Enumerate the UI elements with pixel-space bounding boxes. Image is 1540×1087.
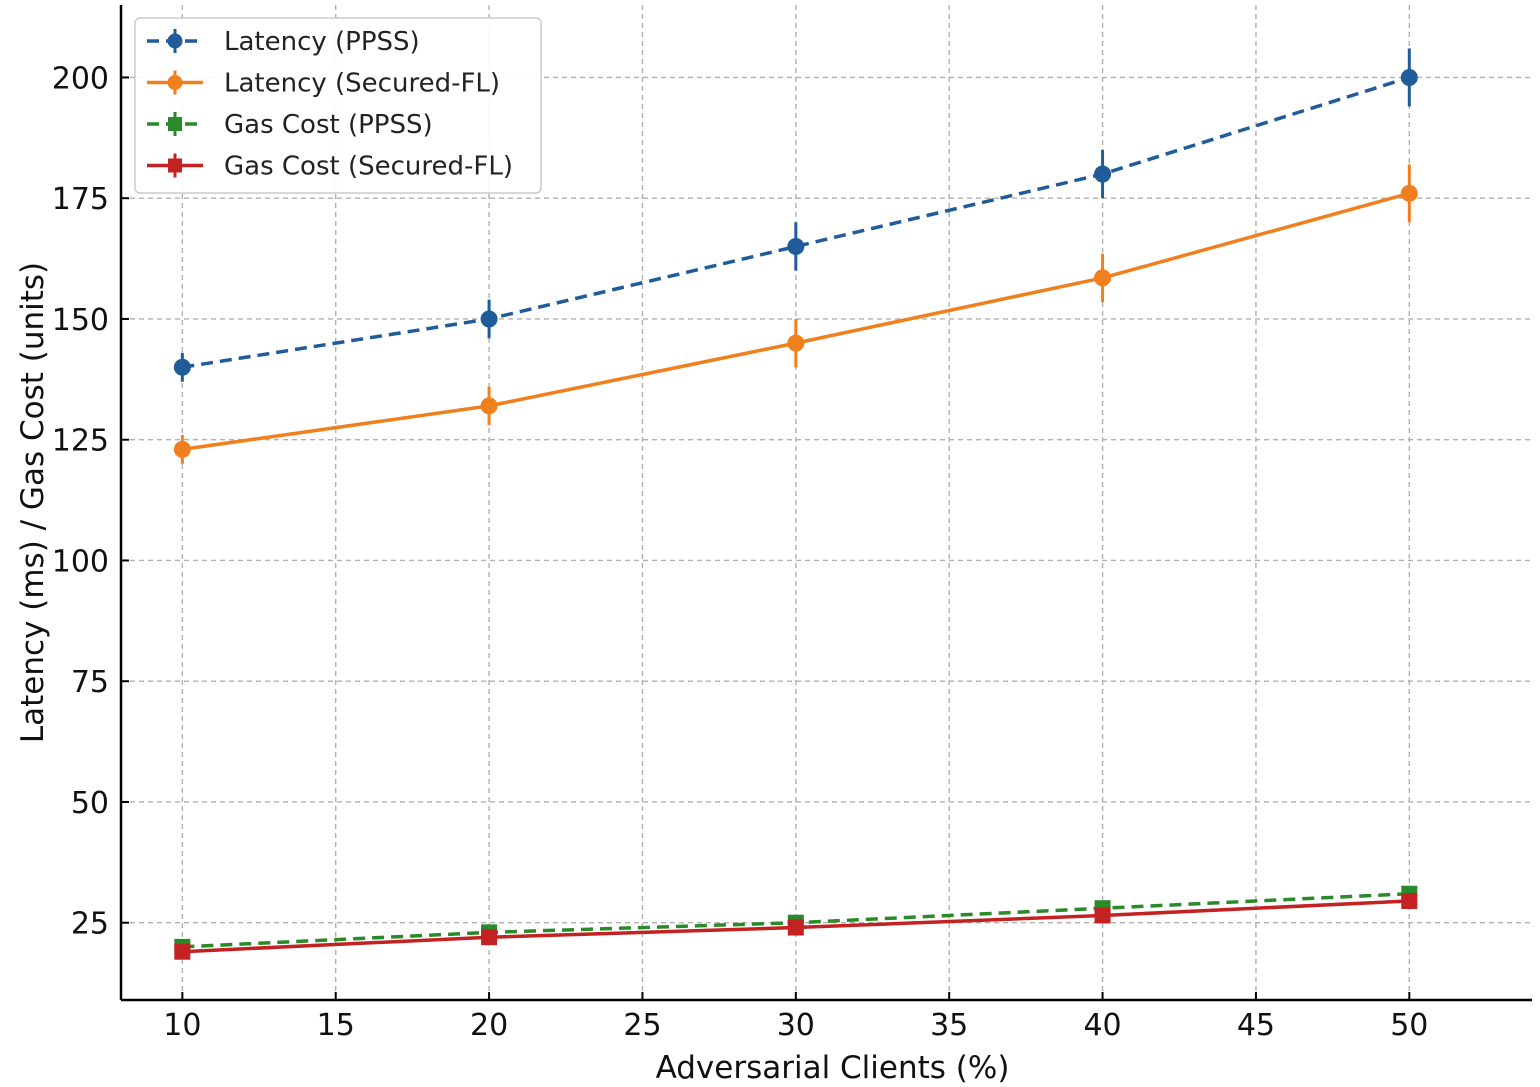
- series-layer: [173, 48, 1418, 960]
- data-point: [174, 943, 191, 960]
- legend-item: Latency (PPSS): [147, 27, 420, 57]
- y-tick-label: 125: [52, 424, 109, 459]
- data-point: [173, 358, 191, 376]
- series-gas-cost-secured-fl: [174, 892, 1418, 960]
- y-tick-label: 175: [52, 182, 109, 217]
- data-point: [1400, 68, 1418, 86]
- legend-item: Gas Cost (PPSS): [147, 110, 433, 140]
- x-axis-title: Adversarial Clients (%): [656, 1050, 1010, 1086]
- legend-marker-swatch: [167, 33, 183, 49]
- data-point: [787, 919, 804, 936]
- legend: Latency (PPSS) Latency (Secured-FL) Gas Co…: [134, 17, 542, 194]
- x-tick-label: 30: [777, 1008, 815, 1043]
- y-tick-label: 50: [71, 786, 109, 821]
- legend-label: Latency (PPSS): [224, 27, 420, 57]
- legend-marker-swatch: [167, 75, 183, 90]
- x-tick-label: 10: [163, 1008, 201, 1043]
- data-point: [1094, 907, 1111, 924]
- y-tick-label: 200: [52, 61, 109, 96]
- data-point: [1094, 165, 1112, 183]
- data-point: [1401, 892, 1418, 909]
- legend-item: Latency (Secured-FL): [147, 69, 500, 99]
- series-latency-ppss: [173, 48, 1418, 382]
- legend-label: Gas Cost (Secured-FL): [224, 152, 513, 182]
- legend-marker-swatch: [168, 158, 182, 173]
- legend-marker-swatch: [168, 117, 182, 131]
- x-tick-label: 50: [1390, 1008, 1428, 1043]
- y-tick-label: 100: [52, 544, 109, 579]
- x-tick-label: 15: [317, 1008, 355, 1043]
- legend-label: Latency (Secured-FL): [224, 69, 500, 99]
- data-point: [787, 334, 805, 352]
- data-point: [787, 238, 805, 256]
- y-tick-label: 150: [52, 303, 109, 338]
- x-tick-label: 35: [930, 1008, 968, 1043]
- tick-labels: 10 15 20 25 30 35 40 45 50 25 50 75 100 125 150 175 200 A…: [15, 61, 1428, 1086]
- x-tick-label: 20: [470, 1008, 508, 1043]
- data-point: [1094, 269, 1112, 287]
- y-tick-label: 25: [71, 907, 109, 942]
- data-point: [1400, 184, 1418, 202]
- axes: [119, 5, 1532, 1002]
- legend-item: Gas Cost (Secured-FL): [147, 152, 513, 182]
- x-tick-label: 40: [1083, 1008, 1121, 1043]
- legend-box: [134, 17, 542, 194]
- data-point: [480, 310, 498, 328]
- y-axis-title: Latency (ms) / Gas Cost (units): [15, 262, 51, 743]
- y-tick-label: 75: [71, 665, 109, 700]
- data-point: [173, 440, 191, 458]
- data-point: [480, 397, 498, 415]
- data-point: [481, 929, 498, 946]
- series-latency-secured-fl: [173, 164, 1418, 464]
- x-tick-label: 25: [623, 1008, 661, 1043]
- legend-label: Gas Cost (PPSS): [224, 110, 433, 140]
- x-tick-label: 45: [1237, 1008, 1275, 1043]
- series-line: [182, 75, 1410, 369]
